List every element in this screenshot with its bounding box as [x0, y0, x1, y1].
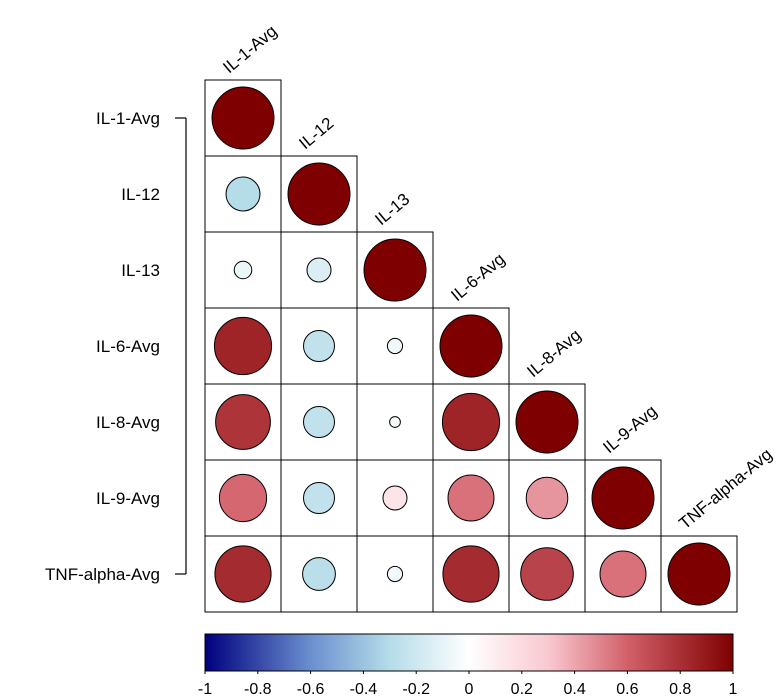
- circle-TNF-alpha-Avg-IL-1-Avg: [214, 545, 272, 603]
- matrix-cells: [204, 79, 738, 613]
- row-label-IL-12: IL-12: [121, 185, 160, 204]
- circle-TNF-alpha-Avg-IL-13: [386, 565, 404, 583]
- circle-IL-8-Avg-IL-1-Avg: [215, 394, 271, 450]
- circle-IL-12-IL-12: [287, 162, 351, 226]
- colorbar-tick-label: -0.6: [297, 681, 325, 698]
- colorbar-tick-label: -0.4: [350, 681, 378, 698]
- row-label-IL-8-Avg: IL-8-Avg: [96, 413, 160, 432]
- column-labels: IL-1-Avg IL-12 IL-13 IL-6-Avg IL-8-Avg IL-9-A…: [219, 21, 775, 533]
- col-label-IL-1-Avg: IL-1-Avg: [219, 21, 280, 77]
- row-label-TNF-alpha-Avg: TNF-alpha-Avg: [45, 565, 160, 584]
- circle-IL-13-IL-12: [306, 257, 332, 283]
- circle-IL-6-Avg-IL-13: [386, 337, 404, 355]
- circle-IL-8-Avg-IL-12: [303, 406, 335, 438]
- colorbar-tick-label: -1: [198, 681, 212, 698]
- colorbar-tick-label: 0.8: [669, 681, 691, 698]
- row-label-IL-6-Avg: IL-6-Avg: [96, 337, 160, 356]
- col-label-IL-12: IL-12: [295, 114, 337, 153]
- col-label-IL-13: IL-13: [371, 190, 413, 229]
- circle-IL-13-IL-13: [363, 238, 427, 302]
- colorbar-gradient: [204, 633, 734, 672]
- col-label-TNF-alpha-Avg: TNF-alpha-Avg: [675, 445, 775, 533]
- row-label-IL-1-Avg: IL-1-Avg: [96, 109, 160, 128]
- col-label-IL-8-Avg: IL-8-Avg: [523, 325, 584, 381]
- circle-IL-8-Avg-IL-8-Avg: [515, 390, 579, 454]
- colorbar-tick-label: -0.2: [402, 681, 430, 698]
- colorbar-tick-label: 0: [465, 681, 474, 698]
- colorbar-tick-label: 0.2: [511, 681, 533, 698]
- circle-TNF-alpha-Avg-TNF-alpha-Avg: [667, 542, 731, 606]
- circle-TNF-alpha-Avg-IL-9-Avg: [599, 550, 647, 598]
- colorbar-tick-label: -0.8: [244, 681, 272, 698]
- circle-IL-9-Avg-IL-1-Avg: [218, 473, 268, 523]
- circle-TNF-alpha-Avg-IL-8-Avg: [520, 547, 574, 601]
- col-label-IL-6-Avg: IL-6-Avg: [447, 249, 508, 305]
- circle-IL-9-Avg-IL-6-Avg: [447, 474, 495, 522]
- circle-IL-13-IL-1-Avg: [233, 260, 253, 280]
- row-label-IL-13: IL-13: [121, 261, 160, 280]
- correlation-circles: [211, 86, 731, 606]
- circle-IL-9-Avg-IL-9-Avg: [591, 466, 655, 530]
- circle-IL-9-Avg-IL-12: [303, 482, 335, 514]
- row-bracket: [175, 117, 187, 575]
- colorbar-tick-label: 0.6: [616, 681, 638, 698]
- circle-TNF-alpha-Avg-IL-12: [302, 557, 336, 591]
- colorbar-tick-label: 1: [729, 681, 738, 698]
- row-labels: IL-1-Avg IL-12 IL-13 IL-6-Avg IL-8-Avg IL-9-A…: [45, 109, 160, 584]
- circle-IL-9-Avg-IL-13: [382, 485, 408, 511]
- colorbar-tick-label: 0.4: [563, 681, 585, 698]
- colorbar: -1 -0.8 -0.6 -0.4 -0.2 0 0.2 0.4 0.6 0.8 1: [198, 633, 738, 698]
- circle-TNF-alpha-Avg-IL-6-Avg: [442, 545, 500, 603]
- circle-IL-8-Avg-IL-13: [389, 416, 401, 428]
- col-label-IL-9-Avg: IL-9-Avg: [599, 401, 660, 457]
- circle-IL-6-Avg-IL-6-Avg: [439, 314, 503, 378]
- circle-IL-12-IL-1-Avg: [225, 176, 261, 212]
- circle-IL-6-Avg-IL-1-Avg: [213, 316, 273, 376]
- circle-IL-1-Avg-IL-1-Avg: [211, 86, 275, 150]
- row-label-IL-9-Avg: IL-9-Avg: [96, 489, 160, 508]
- circle-IL-9-Avg-IL-8-Avg: [525, 476, 569, 520]
- cell-TNF-alpha-Avg-TNF-alpha-Avg: [660, 535, 738, 613]
- circle-IL-8-Avg-IL-6-Avg: [441, 392, 501, 452]
- circle-IL-6-Avg-IL-12: [303, 330, 335, 362]
